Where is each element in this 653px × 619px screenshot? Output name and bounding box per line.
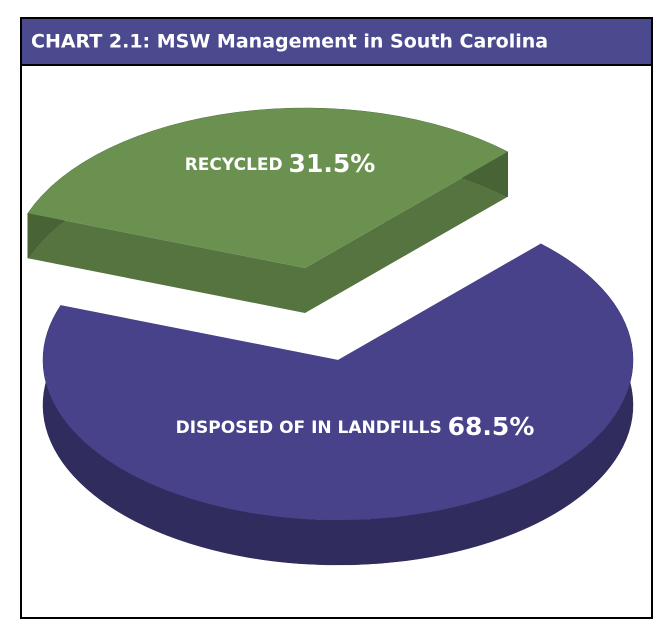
slice-category: RECYCLED — [185, 155, 283, 175]
chart-title: CHART 2.1: MSW Management in South Carol… — [31, 31, 548, 53]
slice-side — [27, 213, 305, 313]
slice-category: DISPOSED OF IN LANDFILLS — [176, 418, 442, 438]
slice-label: DISPOSED OF IN LANDFILLS 68.5% — [176, 412, 535, 441]
slice-label: RECYCLED 31.5% — [185, 149, 376, 178]
slice-value-label: 68.5% — [448, 412, 535, 441]
slice — [27, 108, 508, 269]
header-bar — [20, 17, 653, 66]
slice-value-label: 31.5% — [289, 149, 376, 178]
slice-side — [305, 151, 508, 313]
slice — [42, 243, 633, 520]
pie: RECYCLED 31.5% DISPOSED OF IN LANDFILLS 6… — [27, 107, 634, 566]
